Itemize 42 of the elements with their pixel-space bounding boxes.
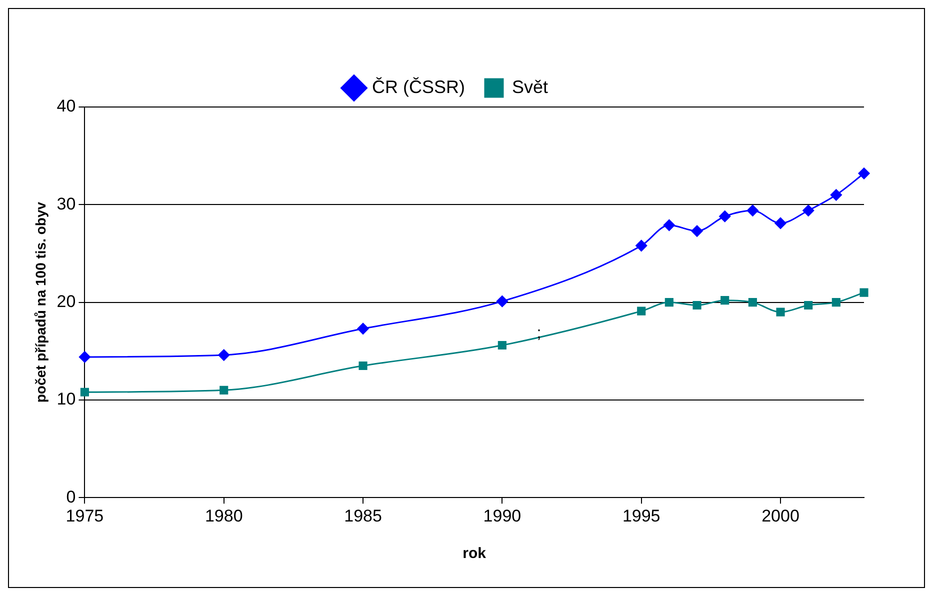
x-tick-label: 2000 bbox=[762, 506, 800, 526]
y-tick-label: 10 bbox=[56, 390, 76, 409]
point bbox=[496, 296, 508, 308]
point bbox=[691, 225, 703, 237]
point bbox=[832, 298, 840, 307]
point bbox=[858, 168, 870, 180]
point bbox=[358, 361, 368, 370]
y-tick-label: 0 bbox=[66, 487, 76, 506]
point bbox=[692, 300, 702, 310]
point bbox=[719, 210, 731, 222]
point bbox=[804, 300, 813, 310]
y-tick-label: 30 bbox=[56, 194, 76, 214]
point bbox=[860, 288, 868, 297]
point bbox=[357, 322, 369, 334]
point bbox=[720, 296, 730, 305]
point bbox=[830, 189, 842, 201]
point bbox=[80, 388, 89, 396]
x-tick-label: 1980 bbox=[204, 506, 243, 526]
point bbox=[78, 351, 90, 363]
point bbox=[748, 298, 757, 307]
y-tick-label: 20 bbox=[56, 292, 76, 311]
point bbox=[776, 308, 785, 316]
y-axis-title: počet případů na 100 tis. obyv bbox=[32, 202, 48, 403]
point bbox=[746, 204, 758, 216]
point bbox=[663, 219, 675, 231]
x-axis-title: rok bbox=[462, 545, 487, 562]
x-tick-label: 1990 bbox=[483, 506, 522, 526]
legend-label: ČR (ČSSR) bbox=[372, 76, 465, 97]
point bbox=[220, 386, 228, 394]
y-tick-label: 40 bbox=[56, 96, 76, 116]
legend-label: Svět bbox=[512, 76, 548, 97]
annotation: ; bbox=[536, 324, 542, 342]
x-tick-label: 1975 bbox=[66, 506, 104, 526]
point bbox=[498, 340, 506, 350]
x-tick-label: 1995 bbox=[622, 506, 660, 526]
point bbox=[664, 298, 674, 307]
point bbox=[802, 204, 814, 216]
x-tick-label: 1985 bbox=[344, 506, 382, 526]
point bbox=[636, 240, 648, 252]
point bbox=[774, 217, 786, 229]
point bbox=[218, 349, 230, 361]
point bbox=[637, 306, 646, 316]
